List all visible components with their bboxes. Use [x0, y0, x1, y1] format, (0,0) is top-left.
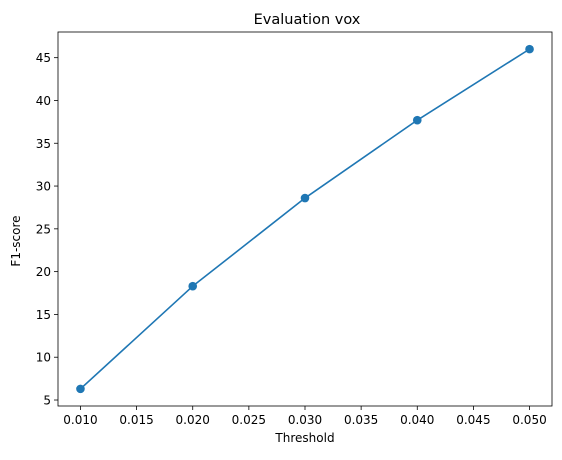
y-tick-label: 15	[36, 308, 51, 322]
data-point	[188, 281, 198, 291]
y-tick-label: 10	[36, 351, 51, 365]
y-tick-label: 45	[36, 51, 51, 65]
chart-title: Evaluation vox	[254, 12, 361, 28]
plot-area: 0.010 0.015 0.020 0.025 0.030 0.035 0.040 0.045…	[36, 31, 553, 427]
data-point	[300, 193, 310, 203]
x-tick-label: 0.025	[232, 413, 266, 427]
x-tick-label: 0.015	[119, 413, 153, 427]
x-tick-label: 0.035	[344, 413, 378, 427]
data-point	[76, 384, 85, 394]
x-tick-label: 0.045	[456, 413, 490, 427]
x-tick-label: 0.050	[512, 413, 546, 427]
data-point	[412, 115, 422, 125]
y-tick-label: 40	[36, 94, 51, 108]
x-tick-label: 0.020	[176, 413, 210, 427]
y-axis-title: F1-score	[9, 215, 23, 266]
data-point	[525, 44, 534, 54]
x-tick-label: 0.010	[63, 413, 97, 427]
y-tick-label: 25	[36, 222, 51, 236]
y-tick-label: 5	[43, 394, 51, 408]
x-axis-title: Threshold	[274, 431, 334, 445]
x-tick-label: 0.040	[400, 413, 434, 427]
x-tick-label: 0.030	[288, 413, 322, 427]
y-tick-label: 20	[36, 265, 51, 279]
y-tick-label: 30	[36, 180, 51, 194]
y-tick-label: 35	[36, 137, 51, 151]
plot-frame	[57, 31, 553, 407]
